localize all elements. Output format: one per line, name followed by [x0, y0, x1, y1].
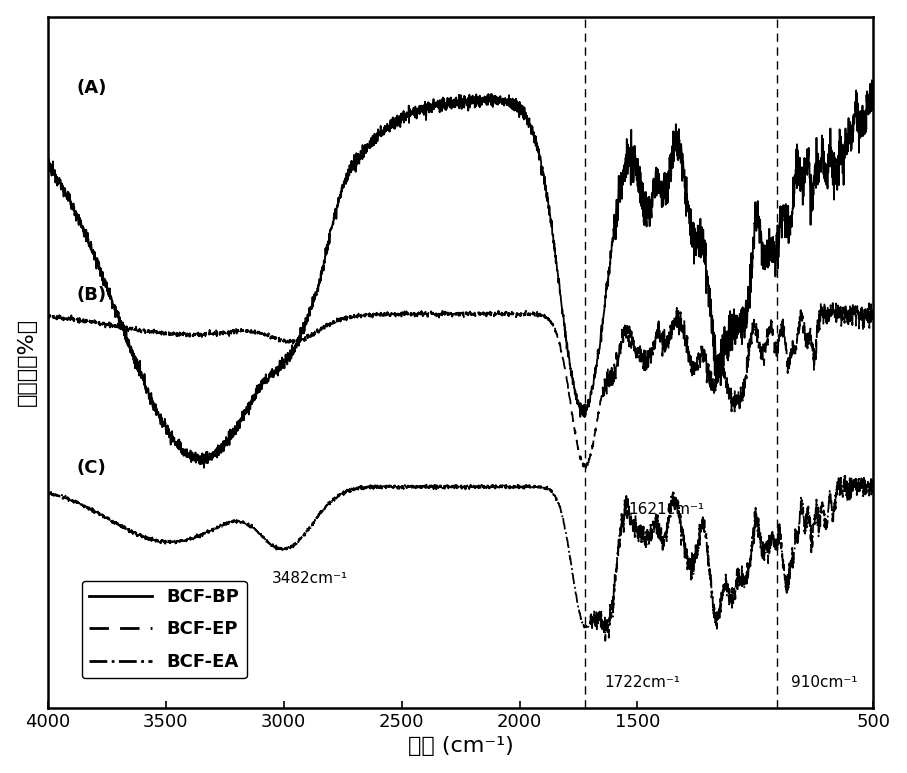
BCF-EP: [532, 311, 543, 320]
BCF-BP: [341, 169, 352, 178]
Text: 910cm⁻¹: 910cm⁻¹: [791, 675, 857, 690]
Text: (C): (C): [76, 459, 106, 477]
BCF-BP: [432, 100, 443, 109]
BCF-BP: [805, 173, 815, 182]
Text: 3482cm⁻¹: 3482cm⁻¹: [272, 571, 348, 587]
BCF-BP: [868, 104, 879, 114]
BCF-BP: [532, 142, 543, 152]
Text: (B): (B): [76, 286, 106, 305]
BCF-EP: [580, 463, 591, 472]
Text: (A): (A): [76, 79, 106, 97]
BCF-EP: [432, 308, 443, 318]
Line: BCF-EP: BCF-EP: [48, 301, 873, 468]
BCF-EA: [805, 519, 815, 528]
X-axis label: 波长 (cm⁻¹): 波长 (cm⁻¹): [407, 737, 513, 756]
BCF-EP: [805, 329, 815, 338]
BCF-EA: [341, 486, 352, 495]
BCF-BP: [43, 160, 54, 169]
BCF-BP: [199, 463, 210, 472]
BCF-EA: [432, 482, 443, 492]
BCF-BP: [866, 76, 877, 85]
BCF-EA: [868, 476, 879, 485]
BCF-EA: [215, 521, 226, 530]
Line: BCF-EA: BCF-EA: [48, 475, 873, 641]
BCF-EP: [868, 308, 879, 317]
BCF-EP: [43, 313, 54, 322]
BCF-EA: [567, 568, 578, 577]
BCF-EA: [43, 488, 54, 497]
Text: 1621cm⁻¹: 1621cm⁻¹: [628, 502, 704, 517]
BCF-EP: [567, 409, 578, 418]
BCF-EP: [341, 313, 352, 322]
Y-axis label: 透过率（%）: 透过率（%）: [16, 318, 36, 407]
BCF-EA: [532, 482, 543, 491]
Legend: BCF-BP, BCF-EP, BCF-EA: BCF-BP, BCF-EP, BCF-EA: [82, 581, 247, 678]
BCF-BP: [567, 374, 578, 383]
BCF-EA: [839, 471, 850, 480]
BCF-BP: [215, 441, 226, 451]
Line: BCF-BP: BCF-BP: [48, 80, 873, 468]
BCF-EP: [819, 297, 830, 306]
BCF-EP: [215, 327, 226, 336]
BCF-EA: [600, 636, 610, 645]
Text: 1722cm⁻¹: 1722cm⁻¹: [604, 675, 680, 690]
